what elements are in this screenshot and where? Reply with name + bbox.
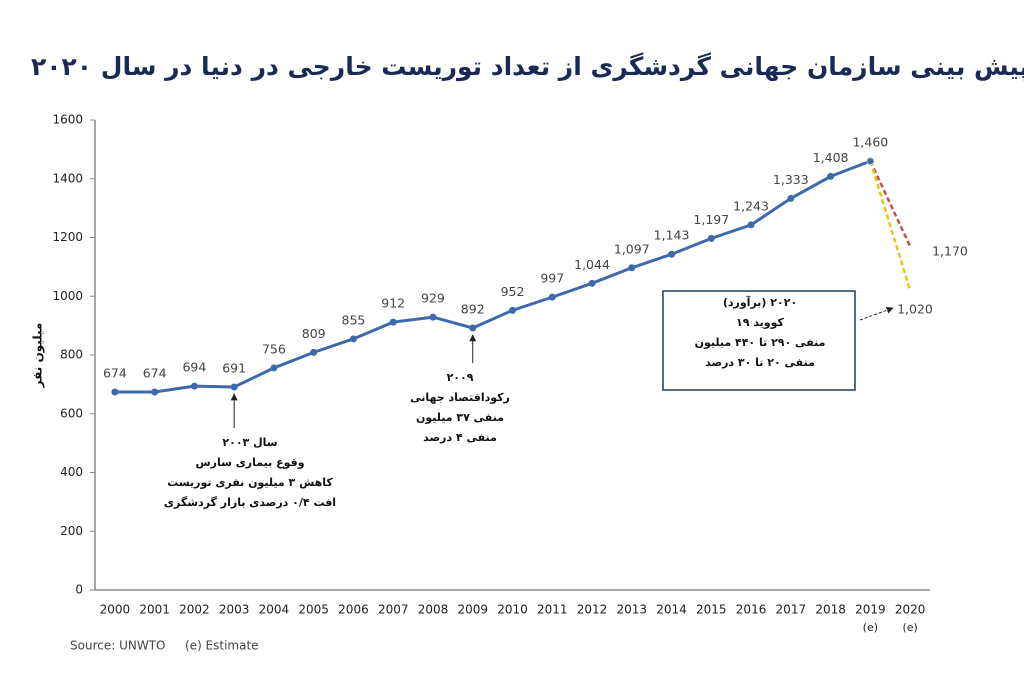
annotation-text: منفی ۲۰ تا ۳۰ درصد: [705, 356, 815, 369]
y-tick-label: 400: [60, 465, 83, 479]
value-label: 674: [143, 366, 167, 381]
point: [429, 313, 437, 321]
source: Source: UNWTO: [70, 639, 165, 653]
y-axis-label: میلیون نفر: [31, 323, 46, 389]
value-label: 855: [342, 312, 366, 327]
point: [866, 157, 875, 166]
point: [509, 306, 516, 314]
x-tick-label: 2016: [736, 603, 767, 617]
projection-line: [869, 160, 912, 247]
chart-title: پیش بینی سازمان جهانی گردشگری از تعداد ت…: [31, 52, 1024, 82]
annotation-text: سال ۲۰۰۳: [222, 436, 277, 449]
y-tick-label: 1400: [52, 171, 83, 185]
annotation-text: ۲۰۰۹: [447, 371, 474, 384]
annotation-text: منفی ۴ درصد: [423, 431, 497, 444]
annotation-arrow: [859, 306, 894, 321]
annotation-text: ۲۰۲۰ (برآورد): [723, 295, 797, 309]
value-label: 756: [262, 341, 286, 356]
value-label: 1,408: [813, 150, 849, 165]
value-label: 1,097: [614, 241, 650, 256]
y-tick-label: 800: [60, 348, 83, 362]
annotation-text: رکوداقتصاد جهانی: [410, 391, 510, 404]
annotation-text: افت ۰/۴ درصدی بازار گردشگری: [164, 496, 336, 509]
x-tick-label: 2014: [656, 603, 687, 617]
point: [628, 264, 636, 272]
x-tick-label: 2009: [457, 603, 488, 617]
x-tick-label: 2020: [895, 603, 926, 617]
point: [747, 221, 755, 229]
x-tick-label: 2019: [855, 603, 886, 617]
x-tick-sublabel: (e): [902, 621, 917, 634]
annotation-text: منفی ۲۹۰ تا ۴۴۰ میلیون: [695, 336, 826, 349]
x-tick-label: 2001: [139, 603, 170, 617]
x-tick-label: 2013: [617, 603, 648, 617]
y-tick-label: 1600: [52, 113, 83, 127]
y-tick-label: 1200: [52, 230, 83, 244]
x-tick-label: 2012: [577, 603, 608, 617]
point: [707, 234, 715, 242]
point: [190, 382, 198, 390]
x-tick-label: 2008: [418, 603, 449, 617]
value-label: 1,460: [852, 135, 888, 150]
annotation-box: [662, 290, 856, 391]
projection-label: 1,170: [932, 244, 968, 259]
value-label: 912: [381, 296, 405, 311]
annotation-text: کاهش ۳ میلیون نفری توریست: [167, 476, 333, 489]
value-label: 691: [222, 361, 246, 376]
x-tick-label: 2010: [497, 603, 528, 617]
y-tick-label: 200: [60, 524, 83, 538]
point: [668, 250, 676, 258]
point: [787, 194, 795, 202]
value-label: 674: [103, 366, 127, 381]
value-label: 929: [421, 291, 445, 306]
annotation-text: منفی ۳۷ میلیون: [416, 411, 504, 424]
point: [230, 383, 238, 391]
value-label: 997: [540, 271, 564, 286]
x-tick-sublabel: (e): [863, 621, 878, 634]
value-label: 1,243: [733, 198, 769, 213]
x-tick-label: 2017: [776, 603, 807, 617]
x-tick-label: 2007: [378, 603, 409, 617]
x-tick-label: 2018: [815, 603, 846, 617]
x-tick-label: 2011: [537, 603, 568, 617]
x-tick-label: 2000: [100, 603, 131, 617]
point: [827, 172, 835, 180]
point: [349, 335, 357, 343]
x-tick-label: 2015: [696, 603, 727, 617]
point: [111, 388, 119, 396]
x-tick-label: 2004: [259, 603, 290, 617]
projection-line: [869, 160, 912, 291]
y-tick-label: 1000: [52, 289, 83, 303]
point: [469, 324, 477, 332]
x-tick-label: 2002: [179, 603, 210, 617]
estimate-note: (e) Estimate: [185, 639, 259, 653]
point: [588, 279, 596, 287]
value-label: 1,143: [654, 228, 690, 243]
annotation-text: وقوع بیماری سارس: [195, 456, 304, 469]
y-tick-label: 0: [75, 583, 83, 597]
value-label: 952: [501, 284, 525, 299]
value-label: 1,044: [574, 257, 610, 272]
series-line: [114, 159, 871, 394]
value-label: 1,197: [693, 212, 729, 227]
point: [270, 364, 278, 372]
value-label: 809: [302, 326, 326, 341]
y-tick-label: 600: [60, 406, 83, 420]
x-tick-label: 2005: [298, 603, 329, 617]
projection-label: 1,020: [897, 302, 933, 317]
value-label: 1,333: [773, 172, 809, 187]
point: [389, 318, 397, 326]
value-label: 694: [182, 360, 206, 375]
point: [548, 293, 556, 301]
value-label: 892: [461, 301, 485, 316]
point: [310, 348, 318, 356]
point: [151, 388, 159, 396]
x-tick-label: 2003: [219, 603, 250, 617]
x-tick-label: 2006: [338, 603, 369, 617]
annotation-text: کووید ۱۹: [736, 316, 784, 329]
